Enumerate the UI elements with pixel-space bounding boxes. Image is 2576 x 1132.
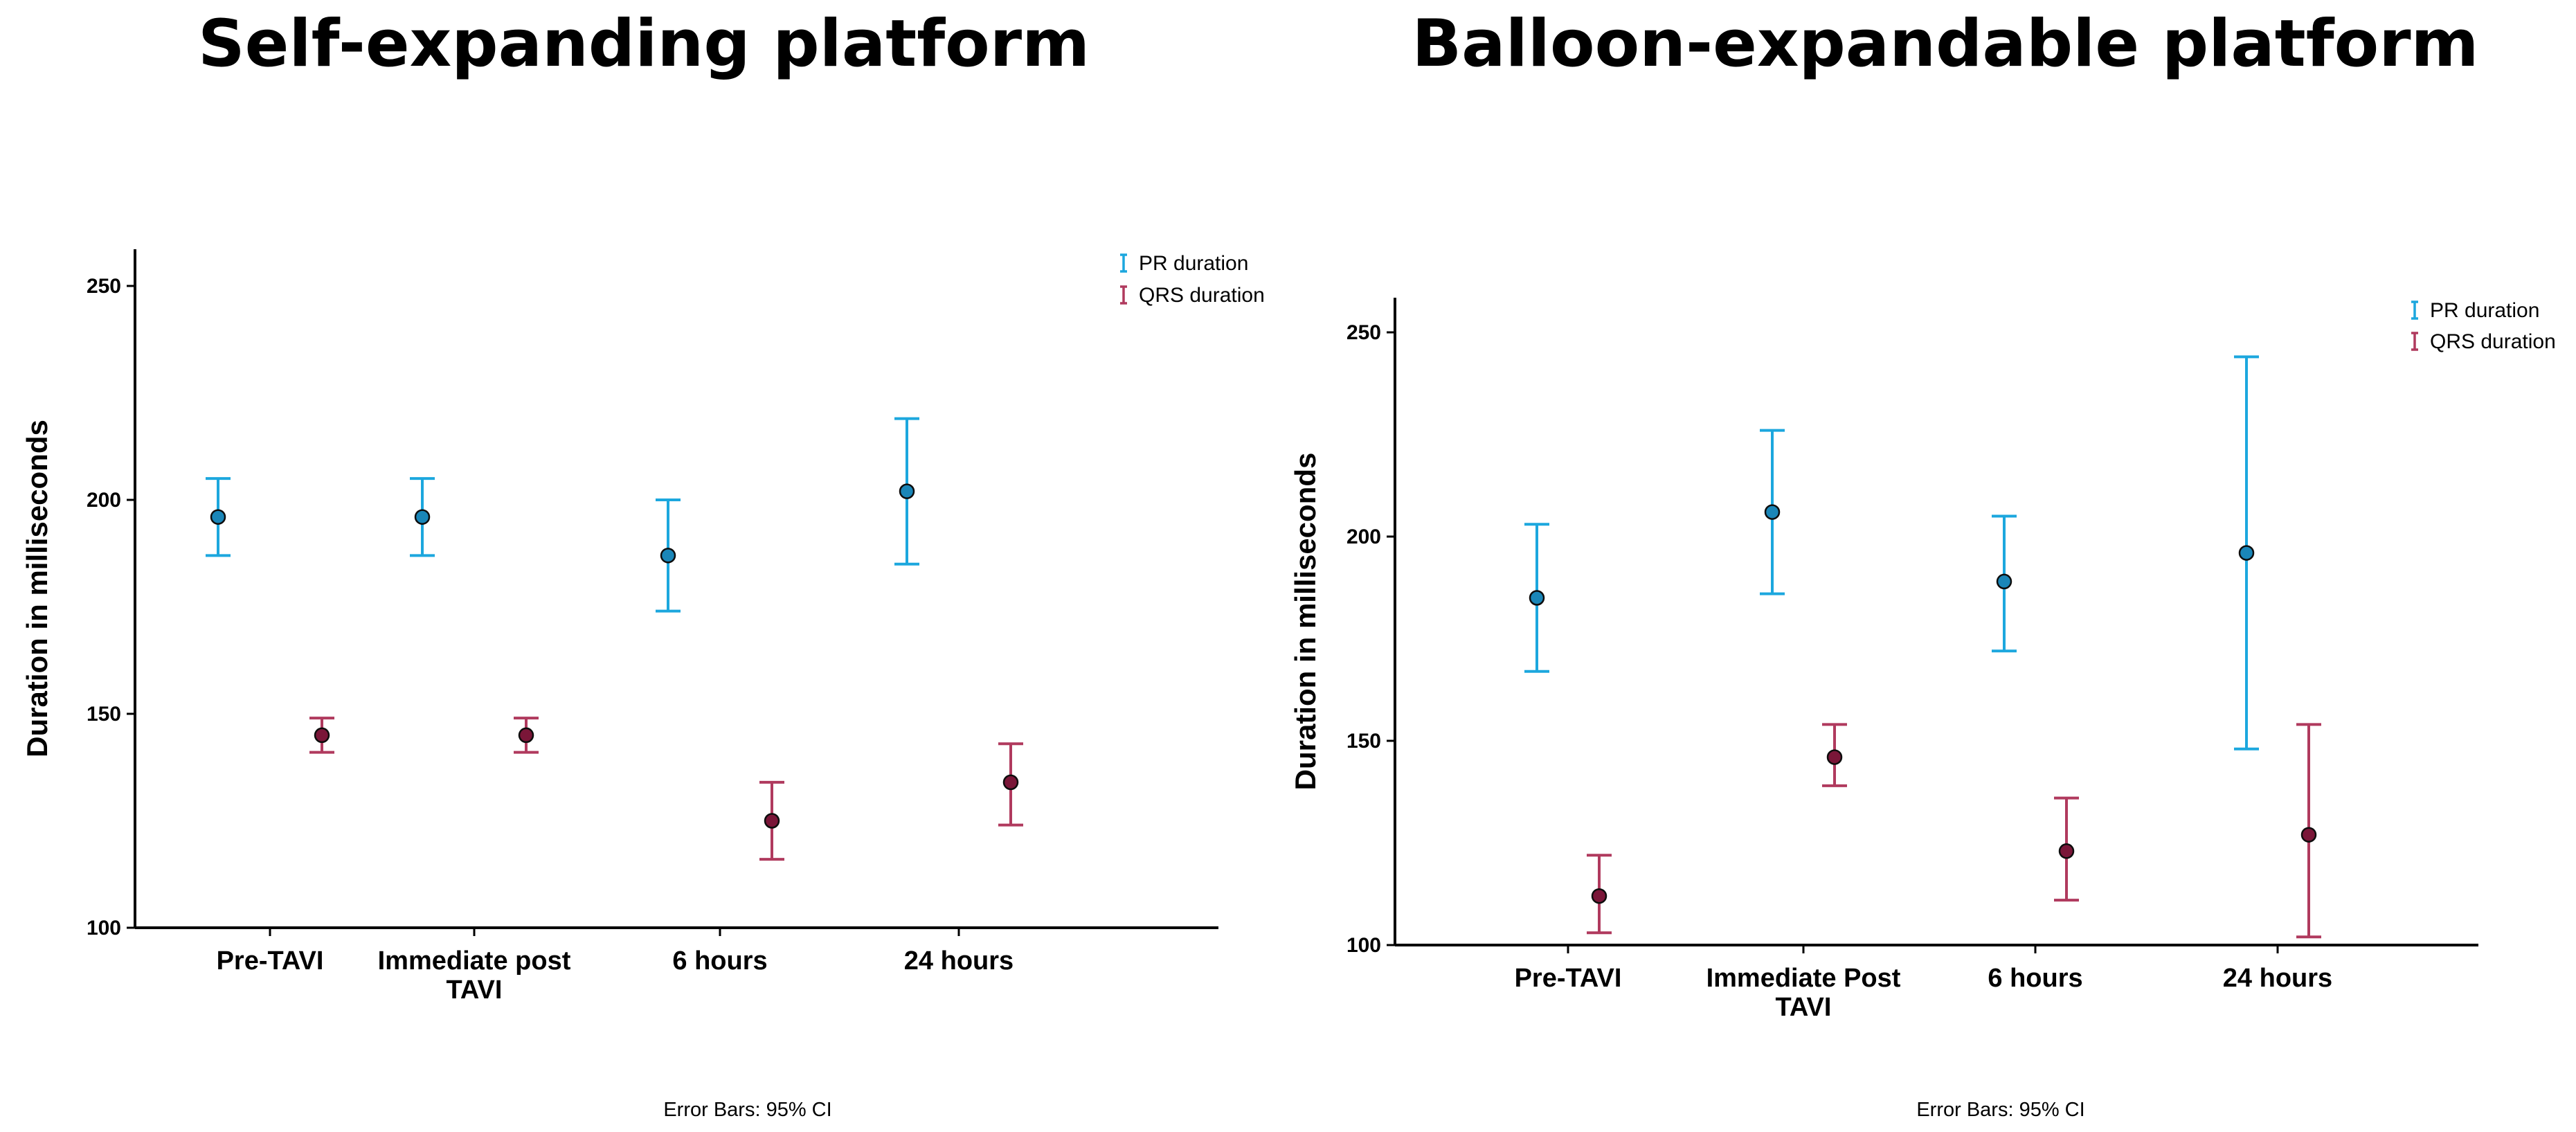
mean-point: [2238, 545, 2255, 561]
mean-point: [518, 727, 534, 744]
series-qrs-duration: [309, 717, 1023, 861]
mean-point: [1826, 749, 1843, 765]
mean-point: [1591, 888, 1607, 904]
y-tick-label: 200: [1346, 525, 1381, 548]
mean-point: [1529, 590, 1545, 606]
series-qrs-duration: [1587, 723, 2321, 939]
mean-point: [1002, 774, 1019, 791]
x-tick-label: TAVI: [1776, 993, 1832, 1022]
mean-point: [2300, 827, 2317, 843]
y-axis-label: Duration in milliseconds: [1289, 453, 1322, 791]
chart-title: Self-expanding platform: [198, 6, 1090, 82]
y-tick-label: 200: [87, 489, 121, 512]
mean-point: [314, 727, 330, 744]
x-tick-label: 24 hours: [2223, 964, 2332, 993]
mean-point: [1996, 573, 2012, 590]
mean-point: [660, 548, 676, 564]
mean-point: [414, 509, 431, 525]
legend-label: QRS duration: [2430, 330, 2556, 353]
legend-label: QRS duration: [1139, 284, 1265, 307]
y-tick-label: 100: [87, 917, 121, 940]
x-tick-label: Pre-TAVI: [1515, 964, 1622, 993]
y-tick-label: 250: [87, 275, 121, 298]
x-tick-label: 6 hours: [672, 946, 767, 976]
x-tick-label: 24 hours: [904, 946, 1014, 976]
chart-self-expanding: Self-expanding platform 100 150 200 250 Pre-T…: [21, 6, 1265, 1121]
footnote: Error Bars: 95% CI: [1916, 1099, 2084, 1121]
x-tick-label: Immediate Post: [1706, 964, 1901, 993]
legend-label: PR duration: [2430, 299, 2539, 322]
mean-point: [1764, 504, 1781, 520]
x-tick-label: TAVI: [447, 976, 503, 1005]
y-tick-label: 150: [1346, 730, 1381, 753]
x-tick-label: 6 hours: [1988, 964, 2082, 993]
y-tick-label: 250: [1346, 321, 1381, 344]
chart-title: Balloon-expandable platform: [1412, 6, 2479, 82]
series-pr-duration: [206, 417, 919, 613]
mean-point: [210, 509, 226, 525]
y-tick-label: 100: [1346, 934, 1381, 957]
footnote: Error Bars: 95% CI: [663, 1099, 831, 1121]
legend: PR duration QRS duration: [2411, 299, 2556, 353]
x-tick-label: Pre-TAVI: [217, 946, 324, 976]
legend: PR duration QRS duration: [1120, 252, 1265, 307]
series-pr-duration: [1524, 355, 2259, 751]
x-tick-label: Immediate post: [378, 946, 571, 976]
mean-point: [2058, 843, 2075, 859]
mean-point: [764, 813, 780, 829]
y-tick-label: 150: [87, 703, 121, 726]
mean-point: [899, 483, 915, 499]
y-axis-label: Duration in milliseconds: [21, 420, 53, 757]
chart-balloon-expandable: Balloon-expandable platform 100 150 200 250 P…: [1289, 6, 2556, 1121]
legend-label: PR duration: [1139, 252, 1248, 275]
